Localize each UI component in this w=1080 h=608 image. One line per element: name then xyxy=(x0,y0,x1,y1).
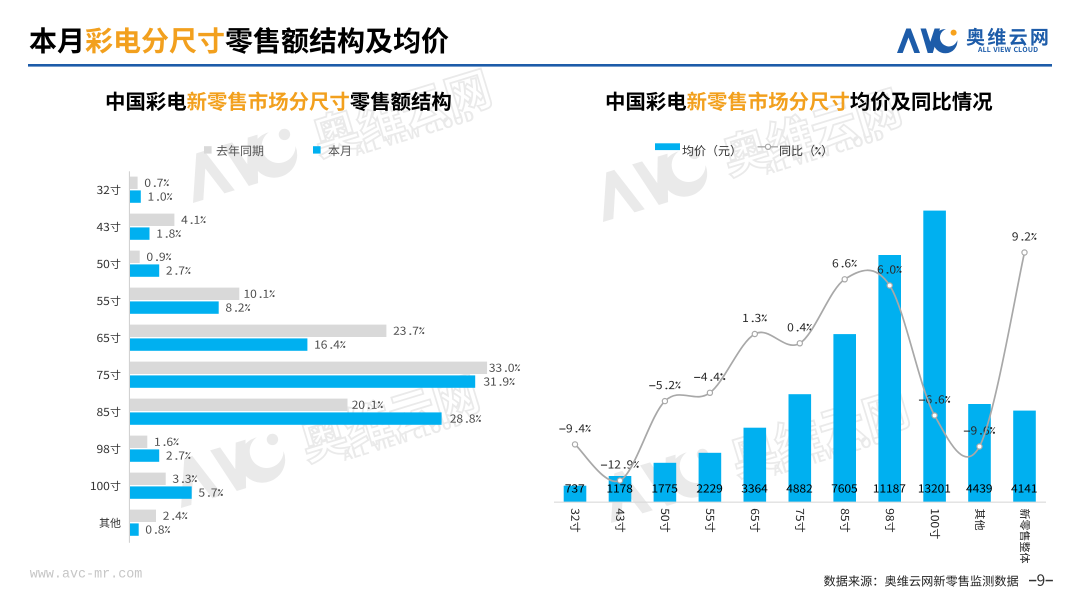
svg-text:www.avc-mr.com: www.avc-mr.com xyxy=(30,568,143,583)
